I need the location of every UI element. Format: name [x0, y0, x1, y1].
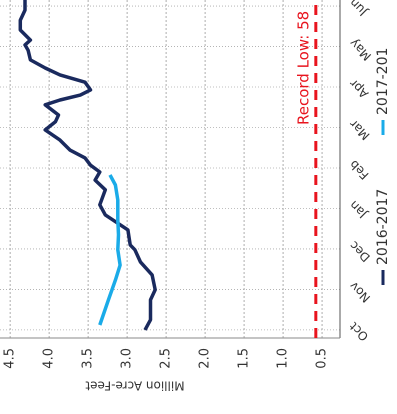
x-tick-label: Oct — [346, 319, 371, 344]
x-tick-label: Feb — [347, 157, 372, 182]
annotation: Record Low: 58 — [294, 11, 312, 125]
y-axis-title: Million Acre-Feet — [85, 379, 184, 393]
legend-label: 2016-2017 — [375, 189, 391, 265]
y-tick-label: 3.0 — [120, 348, 135, 369]
y-tick-label: 1.0 — [276, 348, 291, 369]
y-tick-label: 3.5 — [81, 348, 96, 369]
y-tick-label: 2.5 — [159, 348, 174, 369]
series-line — [98, 174, 122, 326]
x-tick-label: Apr — [347, 76, 372, 101]
x-tick-label: Jan — [347, 198, 371, 222]
x-tick-label: Mar — [347, 117, 373, 143]
rotated-plot: 0.5 1.0 1.5 2.0 2.5 3.0 3.5 4.0 4.5 Oct Nov Dec Jan F… — [0, 0, 391, 393]
y-tick-label: 4.5 — [3, 348, 18, 369]
y-tick-label: 0.5 — [315, 348, 330, 369]
y-tick-label: 1.5 — [237, 348, 252, 369]
x-tick-label: Nov — [347, 279, 373, 305]
y-tick-label: 4.0 — [42, 348, 57, 369]
series-line — [18, 0, 157, 331]
x-tick-label: May — [347, 36, 374, 63]
x-tick-label: Jun — [347, 0, 371, 19]
legend-label: 2017-201 — [375, 48, 391, 115]
x-tick-label: Dec — [347, 238, 373, 264]
y-tick-label: 2.0 — [198, 348, 213, 369]
